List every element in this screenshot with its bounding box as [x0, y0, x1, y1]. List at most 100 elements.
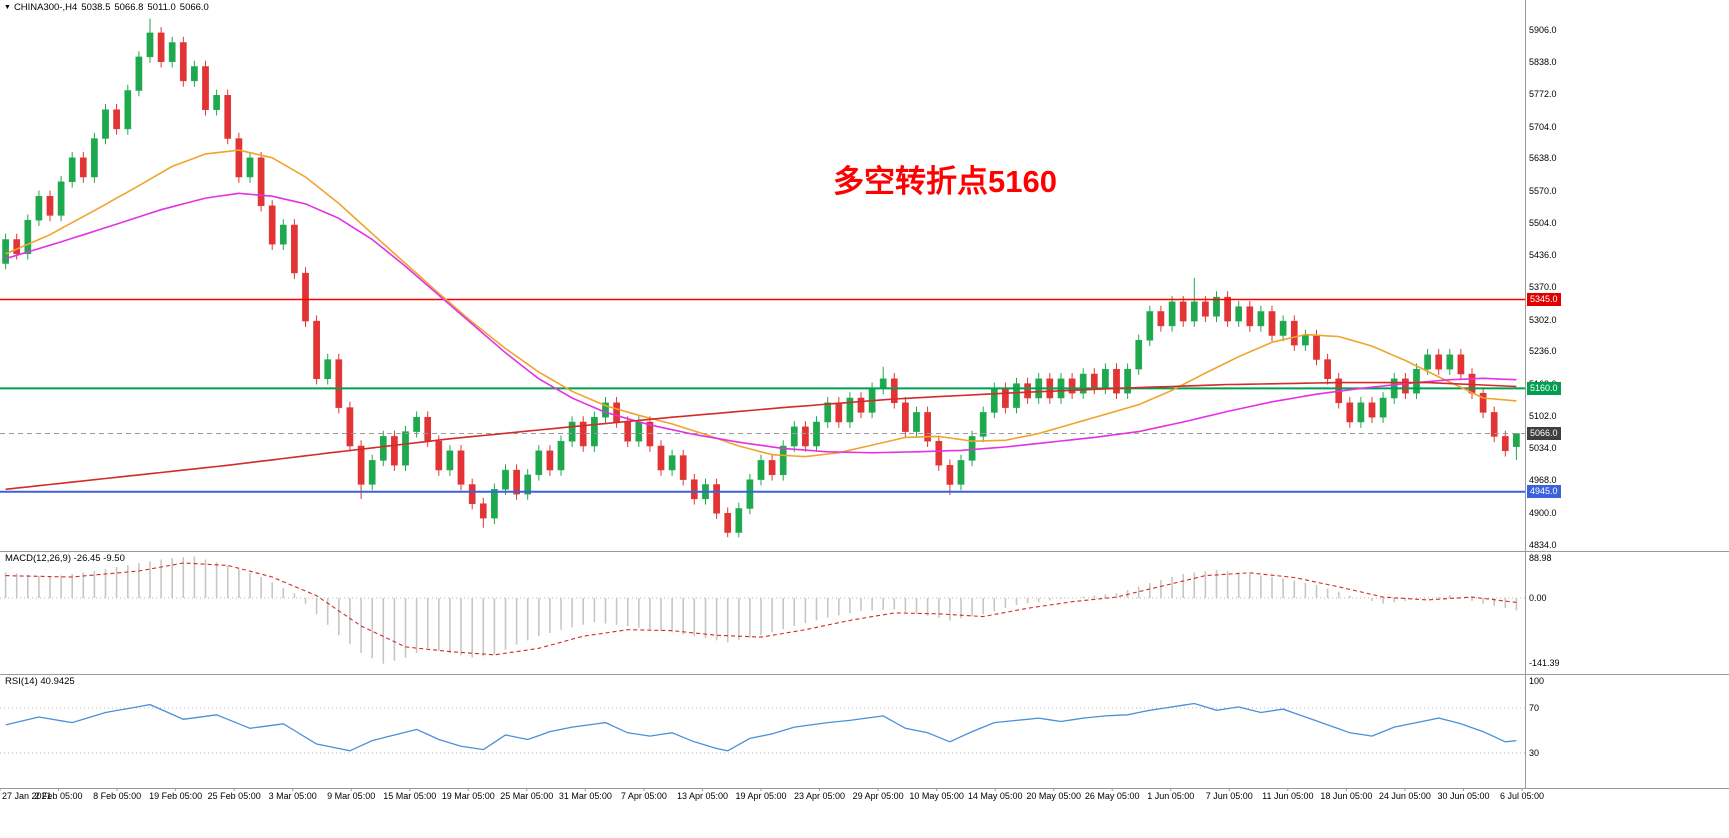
candle-body	[157, 32, 165, 62]
candle-body	[68, 157, 76, 183]
candle-body	[1113, 368, 1120, 394]
candle-body	[879, 378, 887, 389]
candle-body	[768, 460, 776, 476]
candle-body	[935, 440, 943, 466]
candle-body	[679, 455, 687, 480]
candle-body	[468, 484, 476, 504]
candle-body	[191, 66, 198, 82]
ma-mid-line	[5, 192, 1517, 454]
candle-body	[1213, 296, 1220, 317]
trend-annotation-text: 多空转折点5160	[833, 164, 1057, 199]
candle-body	[446, 450, 454, 471]
candle-body	[1002, 388, 1009, 408]
candle-body	[957, 460, 965, 485]
candle-body	[824, 402, 832, 423]
candle-body	[302, 272, 309, 322]
candle-body	[1346, 402, 1354, 423]
ma-slow-line	[5, 381, 1517, 491]
candle-body	[724, 513, 732, 533]
candle-body	[835, 402, 843, 423]
candle-body	[102, 109, 109, 139]
candle-body	[413, 416, 420, 432]
candle-body	[1079, 373, 1087, 394]
candle-body	[846, 397, 854, 423]
candle-body	[57, 181, 65, 216]
candle-body	[1402, 378, 1409, 394]
candle-body	[202, 66, 209, 110]
candle-body	[479, 503, 487, 519]
candle-body	[1279, 320, 1287, 336]
candle-body	[46, 195, 54, 216]
candle-body	[1413, 368, 1420, 394]
candle-body	[924, 412, 931, 442]
candle-body	[990, 388, 998, 413]
candle-body	[790, 426, 798, 447]
open-value: 5038.5	[81, 2, 111, 13]
candle-body	[902, 402, 909, 432]
candle-body	[746, 479, 754, 509]
candle-body	[657, 445, 665, 471]
candle-body	[379, 436, 387, 461]
macd-label: MACD(12,26,9)	[5, 553, 71, 564]
candle-body	[613, 402, 620, 423]
macd-indicator-header: MACD(12,26,9) -26.45 -9.50	[5, 553, 125, 564]
candle-body	[635, 421, 643, 442]
candle-body	[324, 359, 332, 380]
candle-body	[124, 90, 132, 130]
high-value: 5066.8	[114, 2, 144, 13]
candle-body	[268, 205, 276, 245]
candle-body	[1368, 402, 1376, 418]
candle-body	[91, 138, 98, 178]
candle-body	[1290, 320, 1298, 346]
candle-body	[491, 489, 498, 519]
candle-body	[457, 450, 465, 485]
candles-series[interactable]	[2, 18, 1520, 538]
one-click-expander-icon[interactable]: ▼	[4, 4, 11, 11]
candle-body	[979, 412, 987, 437]
candle-body	[857, 397, 865, 413]
candle-body	[524, 474, 532, 495]
candle-body	[557, 440, 565, 471]
candle-body	[1157, 311, 1165, 327]
macd-values: -26.45 -9.50	[73, 553, 125, 564]
candle-body	[391, 436, 398, 466]
candle-body	[713, 484, 720, 514]
candle-body	[535, 450, 543, 476]
candle-body	[291, 224, 298, 274]
candle-body	[235, 138, 243, 178]
candle-body	[368, 460, 376, 485]
candle-body	[13, 239, 21, 255]
rsi-line	[5, 702, 1517, 752]
candle-body	[1479, 392, 1487, 413]
candle-body	[335, 359, 343, 408]
candle-body	[735, 508, 743, 533]
candle-body	[946, 465, 954, 485]
candle-body	[1246, 306, 1254, 327]
candle-body	[1024, 383, 1031, 399]
candle-body	[1379, 397, 1387, 418]
candle-body	[1146, 311, 1154, 341]
candle-body	[435, 440, 443, 471]
candle-body	[346, 407, 354, 447]
candle-body	[1235, 306, 1243, 322]
candle-body	[1457, 354, 1465, 375]
candle-body	[668, 455, 676, 471]
candle-body	[1135, 340, 1143, 370]
candle-body	[1068, 378, 1076, 394]
low-value: 5011.0	[147, 2, 176, 13]
candle-body	[1124, 368, 1131, 394]
candle-body	[424, 416, 432, 442]
rsi-value: 40.9425	[40, 676, 75, 687]
candle-body	[1313, 335, 1320, 360]
close-value: 5066.0	[179, 2, 209, 13]
candle-body	[257, 157, 265, 207]
candle-body	[279, 224, 287, 245]
candle-body	[779, 445, 787, 476]
candle-body	[913, 412, 920, 432]
candle-body	[2, 239, 9, 264]
candle-body	[1190, 301, 1198, 322]
candle-body	[1102, 368, 1109, 389]
candle-body	[1435, 354, 1443, 370]
candle-body	[146, 32, 154, 58]
